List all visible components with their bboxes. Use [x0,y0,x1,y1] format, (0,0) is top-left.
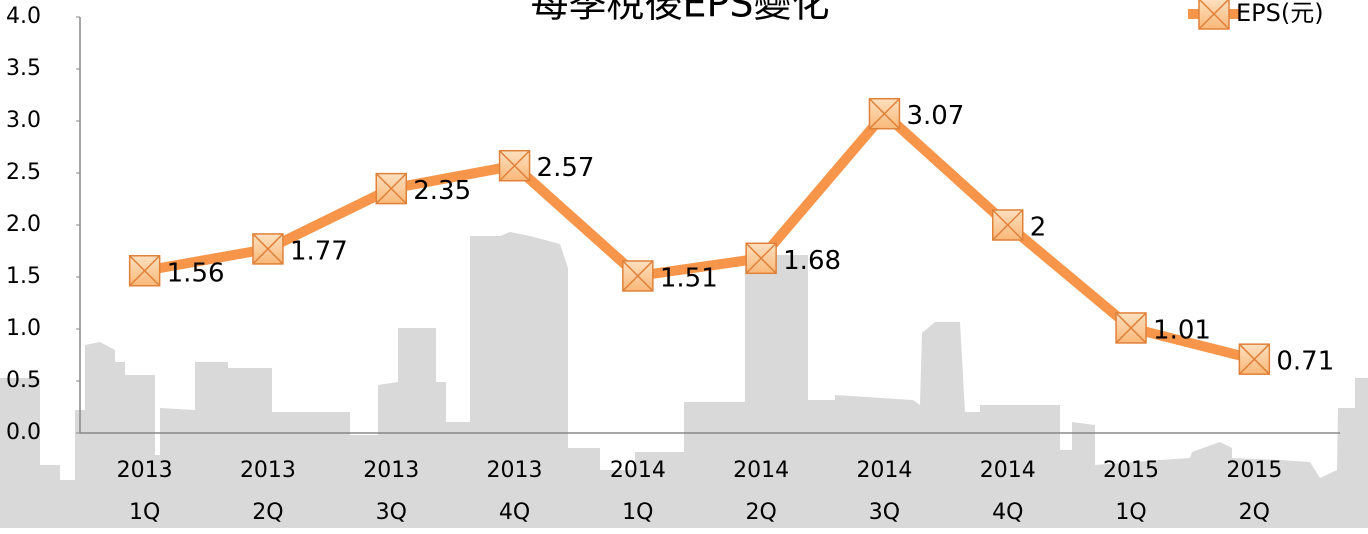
marker [1115,312,1147,344]
background-skyline [0,232,1368,528]
marker-part [375,173,407,205]
x-tick-label: 2014 1Q [609,458,666,525]
marker-part [129,255,161,287]
marker-part [1115,312,1147,344]
x-tick-label: 2013 4Q [486,458,543,525]
marker [992,209,1024,241]
marker-part [1238,343,1270,375]
x-tick-label: 2015 2Q [1226,458,1283,525]
marker-part [1198,0,1230,30]
legend-label: EPS(元) [1236,0,1324,27]
y-tick-label: 1.0 [6,316,41,341]
data-label: 1.77 [290,236,348,266]
data-label: 3.07 [906,101,964,131]
marker-part [499,150,531,182]
y-tick-label: 3.5 [6,56,41,81]
x-tick-label: 2014 4Q [979,458,1036,525]
data-label: 2.57 [537,153,595,183]
marker [252,233,284,265]
marker [622,260,654,292]
marker [1238,343,1271,375]
data-label: 1.56 [167,258,225,288]
x-tick-label: 2014 2Q [733,458,790,525]
marker [128,255,161,287]
y-tick-label: 3.0 [6,108,41,133]
marker [498,149,531,182]
marker [745,242,777,275]
x-tick-label: 2014 3Q [856,458,913,525]
line [143,108,1256,365]
data-label: 1.01 [1153,315,1211,345]
y-tick-label: 1.5 [6,264,41,289]
marker-part [992,209,1024,241]
chart-title: 每季稅後EPS變化 [530,0,829,26]
marker-part [622,260,654,292]
marker [375,172,407,205]
y-tick-label: 2.0 [6,212,41,237]
marker-part [252,233,284,265]
x-tick-label: 2015 1Q [1103,458,1160,525]
y-tick-label: 2.5 [6,160,41,185]
data-label: 1.51 [660,263,718,293]
y-tick-label: 0.5 [6,368,41,393]
marker [868,97,901,130]
marker-part [868,98,900,130]
legend-marker [1198,0,1230,30]
data-label: 2.35 [413,176,471,206]
y-tick-label: 4.0 [6,4,41,29]
marker-part [745,242,777,274]
x-tick-label: 2013 3Q [363,458,420,525]
y-tick-label: 0.0 [6,420,41,445]
x-tick-label: 2013 1Q [116,458,173,525]
data-label: 1.68 [783,246,841,276]
data-label: 0.71 [1276,347,1334,377]
data-label: 2 [1030,213,1047,243]
x-tick-label: 2013 2Q [239,458,296,525]
